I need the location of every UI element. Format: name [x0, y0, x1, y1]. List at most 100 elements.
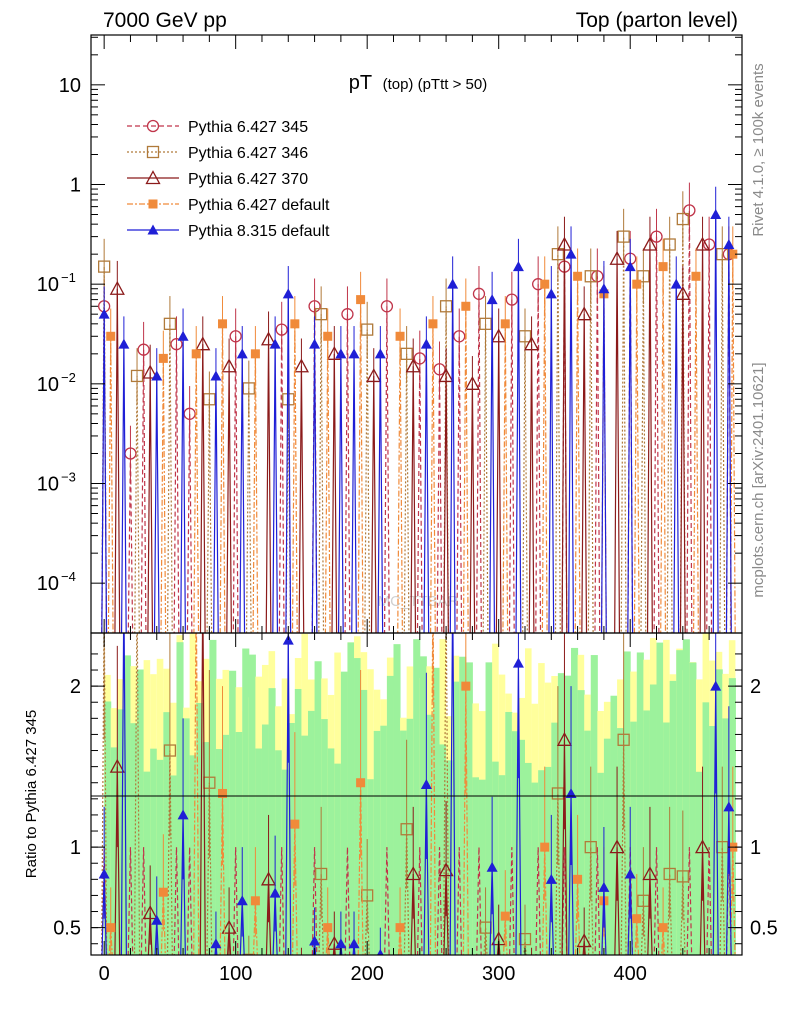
ratio-band-green [347, 642, 355, 955]
ratio-point [269, 887, 281, 898]
series-point [676, 212, 689, 226]
ratio-band-green [663, 722, 671, 955]
ratio-point [315, 867, 328, 881]
legend-marker [148, 199, 158, 209]
series-point [540, 279, 550, 289]
ratio-band-green [340, 671, 348, 955]
ratio-point [525, 961, 538, 973]
series-point [479, 317, 492, 330]
series-point [323, 331, 333, 341]
ratio-band-green [110, 747, 118, 955]
ratio-band-green [492, 761, 500, 955]
ratio-band-green [222, 734, 230, 955]
main-ytick-exponent: −1 [61, 270, 76, 285]
ratio-band-green [354, 658, 362, 955]
ratio-band-green [643, 710, 651, 955]
ratio-point [356, 778, 366, 788]
main-ytick-exponent: −2 [61, 370, 76, 385]
series-point [500, 319, 510, 329]
series-point [142, 364, 158, 379]
series-point [491, 328, 507, 343]
ratio-band-green [229, 670, 237, 955]
series-point [242, 382, 255, 395]
ratio-band-green [715, 669, 723, 955]
ratio-band-green [288, 722, 296, 955]
main-ytick-label: 10 [37, 573, 59, 595]
ratio-ytick-label-right: 1 [750, 837, 761, 859]
main-ytick-label: 10 [37, 374, 59, 396]
ratio-point [295, 961, 308, 973]
ratio-band-green [695, 771, 704, 955]
series-point [158, 353, 168, 363]
ratio-band-green [156, 759, 164, 955]
legend-label: Pythia 6.427 default [188, 197, 330, 214]
series-point [374, 348, 386, 359]
ratio-line-1 [101, 633, 726, 955]
ratio-point [142, 905, 158, 920]
ratio-band-green [617, 728, 625, 955]
ratio-ytick-label-right: 2 [750, 676, 761, 698]
series-point [658, 262, 668, 272]
ratio-band-green [722, 718, 730, 955]
series-point [675, 285, 691, 300]
series-point [326, 345, 342, 360]
series-point [642, 236, 658, 251]
ratio-point [609, 839, 625, 854]
ratio-band-green [577, 690, 585, 955]
series-point [348, 348, 360, 359]
main-ytick-label: 1 [70, 175, 81, 197]
main-plot-area [98, 182, 738, 633]
ratio-point [438, 862, 454, 877]
ratio-point [326, 935, 342, 950]
xtick-label: 200 [350, 963, 383, 985]
ratio-band-green [584, 730, 592, 955]
ratio-point [405, 866, 421, 881]
ratio-band-green [143, 771, 151, 955]
ratio-point [210, 938, 222, 949]
series-point [624, 261, 636, 272]
ratio-band-green [130, 723, 138, 955]
series-point [191, 349, 201, 359]
ratio-point [518, 932, 532, 946]
series-point [447, 278, 459, 289]
rivet-version-text: Rivet 4.1.0, ≥ 100k events [750, 63, 767, 236]
ratio-band-green [511, 731, 519, 955]
ratio-point [163, 744, 177, 757]
ratio-band-green [432, 667, 441, 955]
ratio-point [461, 681, 471, 691]
series-point [464, 375, 480, 390]
series-point [315, 308, 328, 321]
ratio-band-green [636, 652, 644, 955]
series-point [395, 331, 405, 341]
ratio-point [400, 823, 413, 836]
ratio-point [691, 969, 700, 978]
legend-label: Pythia 8.315 default [188, 223, 330, 240]
ratio-band-green [196, 702, 204, 955]
ratio-band-green [123, 655, 131, 955]
ratio-point [486, 861, 498, 872]
xtick-label: 300 [482, 963, 515, 985]
series-point [461, 301, 471, 311]
ratio-band-green [393, 644, 401, 955]
ratio-band-green [137, 669, 145, 955]
ratio-band-green [255, 748, 263, 955]
ratio-ytick-label-right: 0.5 [750, 918, 778, 940]
series-point [728, 249, 738, 259]
series-point [663, 238, 676, 251]
ratio-point [723, 801, 735, 812]
series-point [683, 204, 696, 217]
ratio-point [309, 935, 321, 946]
ratio-band-green [669, 680, 677, 955]
ratio-point [242, 953, 255, 955]
series-point [591, 270, 604, 283]
ratio-band-green [649, 684, 658, 955]
ratio-band-green [419, 656, 427, 955]
ratio-band-green [373, 730, 381, 955]
ratio-band-green [209, 639, 217, 955]
ratio-point [395, 923, 405, 933]
ratio-band-green [452, 681, 460, 955]
ratio-band-green [544, 766, 552, 955]
legend-marker [145, 170, 161, 185]
ratio-band-green [551, 722, 559, 955]
